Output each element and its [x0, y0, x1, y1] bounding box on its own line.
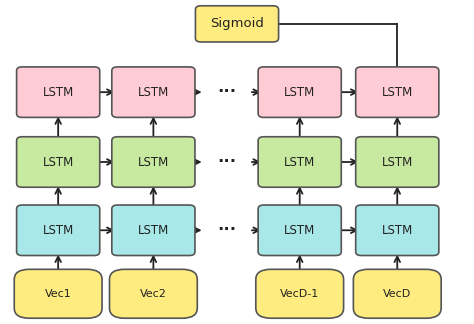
Text: Vec2: Vec2	[140, 289, 167, 299]
Text: LSTM: LSTM	[43, 86, 74, 98]
FancyBboxPatch shape	[256, 269, 344, 318]
FancyBboxPatch shape	[17, 67, 100, 117]
FancyBboxPatch shape	[356, 67, 439, 117]
FancyBboxPatch shape	[258, 205, 341, 256]
FancyBboxPatch shape	[112, 67, 195, 117]
Text: LSTM: LSTM	[138, 86, 169, 98]
FancyBboxPatch shape	[356, 137, 439, 187]
FancyBboxPatch shape	[258, 137, 341, 187]
FancyBboxPatch shape	[258, 67, 341, 117]
FancyBboxPatch shape	[17, 205, 100, 256]
FancyBboxPatch shape	[356, 205, 439, 256]
FancyBboxPatch shape	[353, 269, 441, 318]
Text: ···: ···	[217, 83, 237, 101]
FancyBboxPatch shape	[17, 137, 100, 187]
FancyBboxPatch shape	[109, 269, 197, 318]
Text: ···: ···	[217, 153, 237, 171]
Text: VecD: VecD	[383, 289, 411, 299]
FancyBboxPatch shape	[14, 269, 102, 318]
Text: LSTM: LSTM	[138, 224, 169, 237]
Text: LSTM: LSTM	[382, 86, 413, 98]
Text: LSTM: LSTM	[138, 156, 169, 168]
Text: LSTM: LSTM	[284, 86, 315, 98]
Text: LSTM: LSTM	[284, 224, 315, 237]
Text: Vec1: Vec1	[45, 289, 72, 299]
Text: LSTM: LSTM	[284, 156, 315, 168]
Text: LSTM: LSTM	[43, 156, 74, 168]
FancyBboxPatch shape	[195, 6, 279, 42]
Text: Sigmoid: Sigmoid	[210, 17, 264, 30]
FancyBboxPatch shape	[112, 205, 195, 256]
Text: VecD-1: VecD-1	[280, 289, 319, 299]
Text: LSTM: LSTM	[43, 224, 74, 237]
FancyBboxPatch shape	[112, 137, 195, 187]
Text: LSTM: LSTM	[382, 156, 413, 168]
Text: LSTM: LSTM	[382, 224, 413, 237]
Text: ···: ···	[217, 221, 237, 239]
